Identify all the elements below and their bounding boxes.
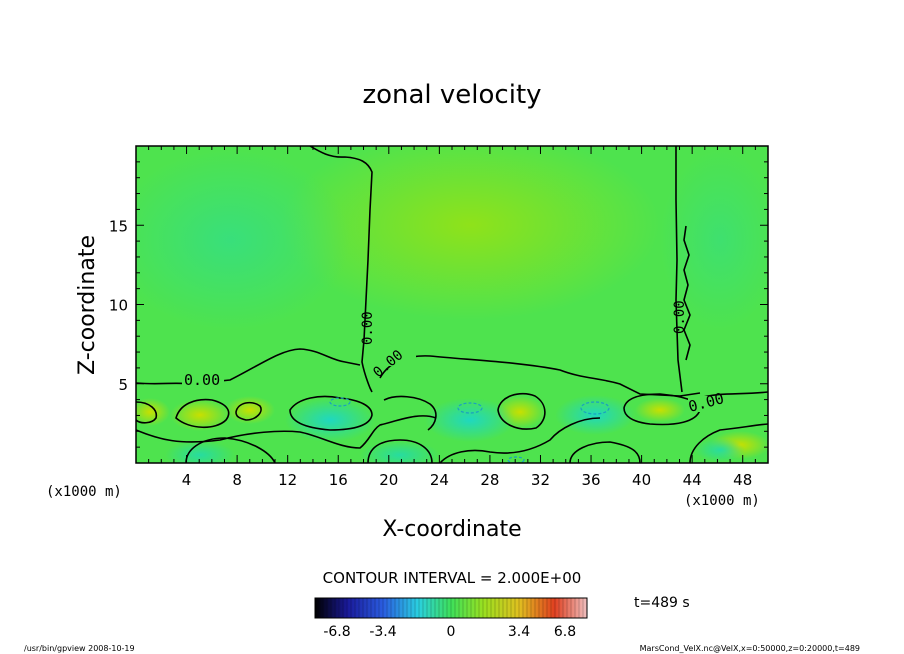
- contour-line: [439, 417, 601, 463]
- colorbar-fill: [315, 598, 587, 618]
- contour-label: 0.00: [672, 300, 688, 334]
- x-tick-label: 28: [480, 471, 499, 489]
- x-tick-label: 48: [733, 471, 752, 489]
- y-axis-ticks: 5 10 15: [109, 145, 768, 464]
- contour-interval: CONTOUR INTERVAL = 2.000E+00: [323, 569, 582, 587]
- colorbar-tick-label: 0: [447, 624, 456, 640]
- contour-line: [683, 225, 691, 361]
- x-tick-label: 12: [278, 471, 297, 489]
- cell-positive: [635, 398, 685, 422]
- x-tick-label: 32: [531, 471, 550, 489]
- contour-line: [175, 398, 230, 429]
- x-tick-label: 4: [182, 471, 192, 489]
- negative-contour: [507, 456, 525, 463]
- y-axis-label: Z-coordinate: [75, 235, 100, 375]
- x-tick-label: 36: [581, 471, 600, 489]
- negative-region-right: [660, 150, 768, 330]
- x-tick-label: 20: [379, 471, 398, 489]
- contour-line: [383, 395, 437, 431]
- y-tick-label: 10: [109, 297, 128, 315]
- contour-line: [497, 392, 546, 430]
- colorbar-stripes: [314, 598, 588, 618]
- x-tick-label: 24: [430, 471, 449, 489]
- x-tick-label: 16: [329, 471, 348, 489]
- x-unit-left: (x1000 m): [46, 484, 122, 500]
- cell-negative: [360, 441, 440, 463]
- negative-contour: [329, 397, 351, 407]
- colorbar: -6.8 -3.4 0 3.4 6.8: [314, 597, 588, 640]
- colorbar-tick-label: 6.8: [554, 624, 576, 640]
- contour-line: [569, 441, 641, 463]
- x-tick-label: 40: [632, 471, 651, 489]
- footer-right: MarsCond_VelX.nc@VelX,x=0:50000,z=0:2000…: [640, 644, 860, 653]
- contour-line: [367, 439, 433, 463]
- colorbar-tick-label: -6.8: [323, 624, 350, 640]
- contour-line: [185, 437, 276, 463]
- colorbar-tick-label: -3.4: [369, 624, 396, 640]
- contour-line: [309, 146, 373, 393]
- contour-label: 0.00: [184, 371, 220, 389]
- footer-left: /usr/bin/gpview 2008-10-19: [24, 644, 135, 653]
- contour-line: [235, 401, 262, 421]
- cell-negative: [285, 398, 375, 442]
- cell-positive: [136, 398, 170, 426]
- colorbar-frame: [314, 597, 588, 619]
- cell-negative: [555, 395, 635, 435]
- cell-negative: [695, 438, 745, 462]
- cell-negative: [425, 398, 515, 442]
- negative-contours: [329, 397, 610, 463]
- zero-contours: [136, 146, 768, 463]
- contour-line: [136, 348, 361, 385]
- cell-negative: [165, 441, 235, 463]
- y-tick-label: 5: [118, 376, 128, 394]
- contour-label: 0.00: [360, 311, 376, 345]
- x-tick-label: 8: [232, 471, 242, 489]
- positive-region-upper: [280, 146, 660, 320]
- contour-line: [136, 415, 437, 449]
- negative-contour: [457, 402, 483, 414]
- contour-line: [136, 401, 158, 424]
- y-tick-label: 15: [109, 217, 128, 235]
- colorbar-tick-label: 3.4: [508, 624, 530, 640]
- chart-title: zonal velocity: [362, 80, 541, 110]
- negative-region-upper: [136, 150, 350, 330]
- velocity-field: 0.00 0.00 0.00 0.00 0.00: [136, 146, 768, 463]
- x-unit-right: (x1000 m): [684, 493, 760, 509]
- x-axis-label: X-coordinate: [382, 517, 521, 542]
- x-tick-label: 44: [683, 471, 702, 489]
- contour-line: [289, 395, 373, 431]
- time-label: t=489 s: [634, 595, 690, 611]
- contour-line: [675, 146, 683, 393]
- negative-contour: [580, 401, 610, 415]
- colorbar-ticks: -6.8 -3.4 0 3.4 6.8: [323, 624, 576, 640]
- x-axis-ticks: 4 8 12 16 20 24 28 32 36 40 44 48: [135, 146, 769, 489]
- contour-line: [689, 423, 768, 463]
